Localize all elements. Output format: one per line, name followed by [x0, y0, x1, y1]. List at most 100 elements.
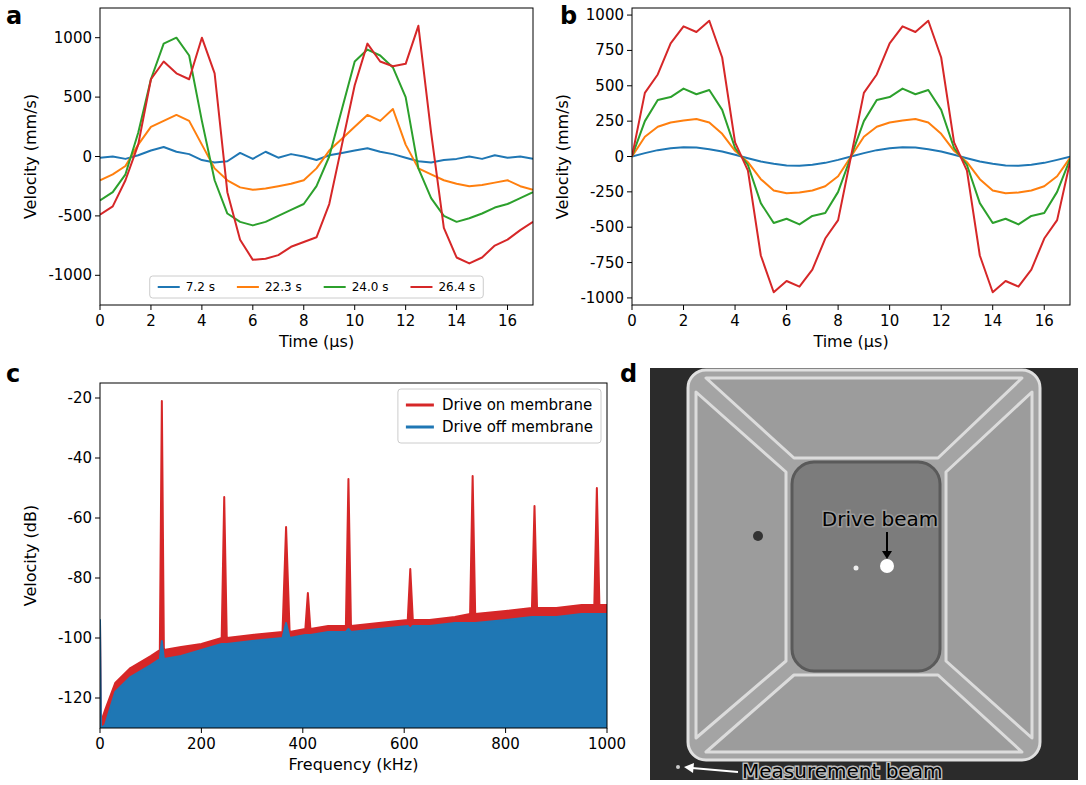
x-tick: [100, 728, 101, 733]
measurement-spot: [676, 765, 680, 769]
arrow: [692, 768, 738, 772]
panel-letter: a: [6, 2, 22, 30]
x-tick: [507, 305, 508, 310]
y-tick: [627, 50, 632, 51]
legend-label: 26.4 s: [438, 280, 475, 294]
x-tick: [456, 305, 457, 310]
y-tick: [627, 227, 632, 228]
x-axis-title: Time (µs): [812, 332, 888, 351]
y-tick-label: -40: [68, 449, 93, 467]
y-tick-label: -60: [68, 509, 93, 527]
x-tick: [1044, 305, 1045, 310]
y-tick: [95, 518, 100, 519]
x-tick: [505, 728, 506, 733]
y-tick-label: -750: [590, 254, 624, 272]
y-tick: [95, 37, 100, 38]
x-tick: [607, 728, 608, 733]
x-tick-label: 6: [248, 312, 258, 330]
y-tick-label: 1000: [54, 29, 92, 47]
area: [100, 614, 607, 728]
x-tick-label: 4: [730, 312, 740, 330]
y-tick: [95, 698, 100, 699]
x-tick: [303, 305, 304, 310]
x-tick-label: 4: [197, 312, 207, 330]
y-tick-label: 250: [595, 112, 624, 130]
x-tick: [404, 728, 405, 733]
x-tick-label: 8: [833, 312, 843, 330]
image-bg: [650, 368, 1078, 780]
x-tick: [405, 305, 406, 310]
x-tick: [992, 305, 993, 310]
x-axis-title: Frequency (kHz): [289, 755, 419, 774]
x-tick: [632, 305, 633, 310]
y-tick: [95, 578, 100, 579]
panel-letter: b: [560, 2, 577, 30]
arrow: [886, 532, 888, 553]
x-tick-label: 200: [187, 735, 216, 753]
spot: [854, 566, 859, 571]
frame: [100, 383, 607, 728]
arrow-head: [684, 763, 694, 773]
y-tick: [627, 262, 632, 263]
legend-item: 26.4 s: [410, 280, 475, 294]
y-tick: [627, 297, 632, 298]
image-label: Drive beam: [822, 507, 938, 531]
x-tick: [838, 305, 839, 310]
y-tick: [95, 398, 100, 399]
plot-area: [100, 26, 533, 264]
panel-letter: c: [6, 360, 20, 388]
y-tick-label: -120: [58, 689, 92, 707]
y-tick-label: 0: [82, 148, 92, 166]
x-tick: [354, 305, 355, 310]
area: [100, 401, 607, 728]
line: [100, 109, 533, 190]
x-tick: [201, 728, 202, 733]
x-tick-label: 10: [345, 312, 364, 330]
drive-spot: [880, 559, 894, 573]
y-tick: [627, 121, 632, 122]
frame: [100, 8, 533, 305]
x-tick: [683, 305, 684, 310]
legend: 7.2 s22.3 s24.0 s26.4 s: [150, 276, 484, 298]
y-tick-label: 1000: [586, 6, 624, 24]
x-axis-title: Time (µs): [278, 332, 354, 351]
panel: 02004006008001000-120-100-80-60-40-20Fre…: [6, 360, 626, 774]
x-tick-label: 12: [396, 312, 415, 330]
y-tick: [95, 215, 100, 216]
legend-frame: [150, 276, 484, 298]
y-tick-label: 500: [63, 88, 92, 106]
figure: 0246810121416-1000-50005001000Time (µs)V…: [0, 0, 1086, 785]
y-tick-label: -1000: [48, 266, 92, 284]
legend-swatch: [158, 286, 180, 288]
legend-label: Drive on membrane: [442, 396, 592, 414]
image-label: Measurement beam: [742, 759, 942, 783]
x-tick-label: 16: [1035, 312, 1054, 330]
x-tick: [150, 305, 151, 310]
legend-label: 24.0 s: [352, 280, 389, 294]
panel: 0246810121416-1000-50005001000Time (µs)V…: [6, 2, 533, 351]
x-tick-label: 6: [782, 312, 792, 330]
x-tick: [735, 305, 736, 310]
y-tick-label: 500: [595, 77, 624, 95]
x-tick-label: 600: [390, 735, 419, 753]
defect: [753, 531, 763, 541]
line: [100, 26, 533, 264]
legend-swatch: [406, 426, 434, 429]
x-tick-label: 14: [447, 312, 466, 330]
y-tick-label: -100: [58, 629, 92, 647]
x-tick-label: 8: [299, 312, 309, 330]
y-tick: [95, 156, 100, 157]
x-tick: [201, 305, 202, 310]
x-tick-label: 800: [491, 735, 520, 753]
image-panel: Drive beamMeasurement beamd: [620, 360, 1078, 783]
y-tick: [95, 638, 100, 639]
legend: Drive on membraneDrive off membrane: [398, 389, 601, 443]
x-tick: [786, 305, 787, 310]
legend-label: 22.3 s: [265, 280, 302, 294]
x-tick-label: 0: [95, 312, 105, 330]
y-tick-label: -500: [58, 207, 92, 225]
panel: 0246810121416-1000-750-500-2500250500750…: [553, 2, 1070, 351]
y-tick: [627, 191, 632, 192]
y-tick-label: -250: [590, 183, 624, 201]
y-tick-label: -20: [68, 389, 93, 407]
